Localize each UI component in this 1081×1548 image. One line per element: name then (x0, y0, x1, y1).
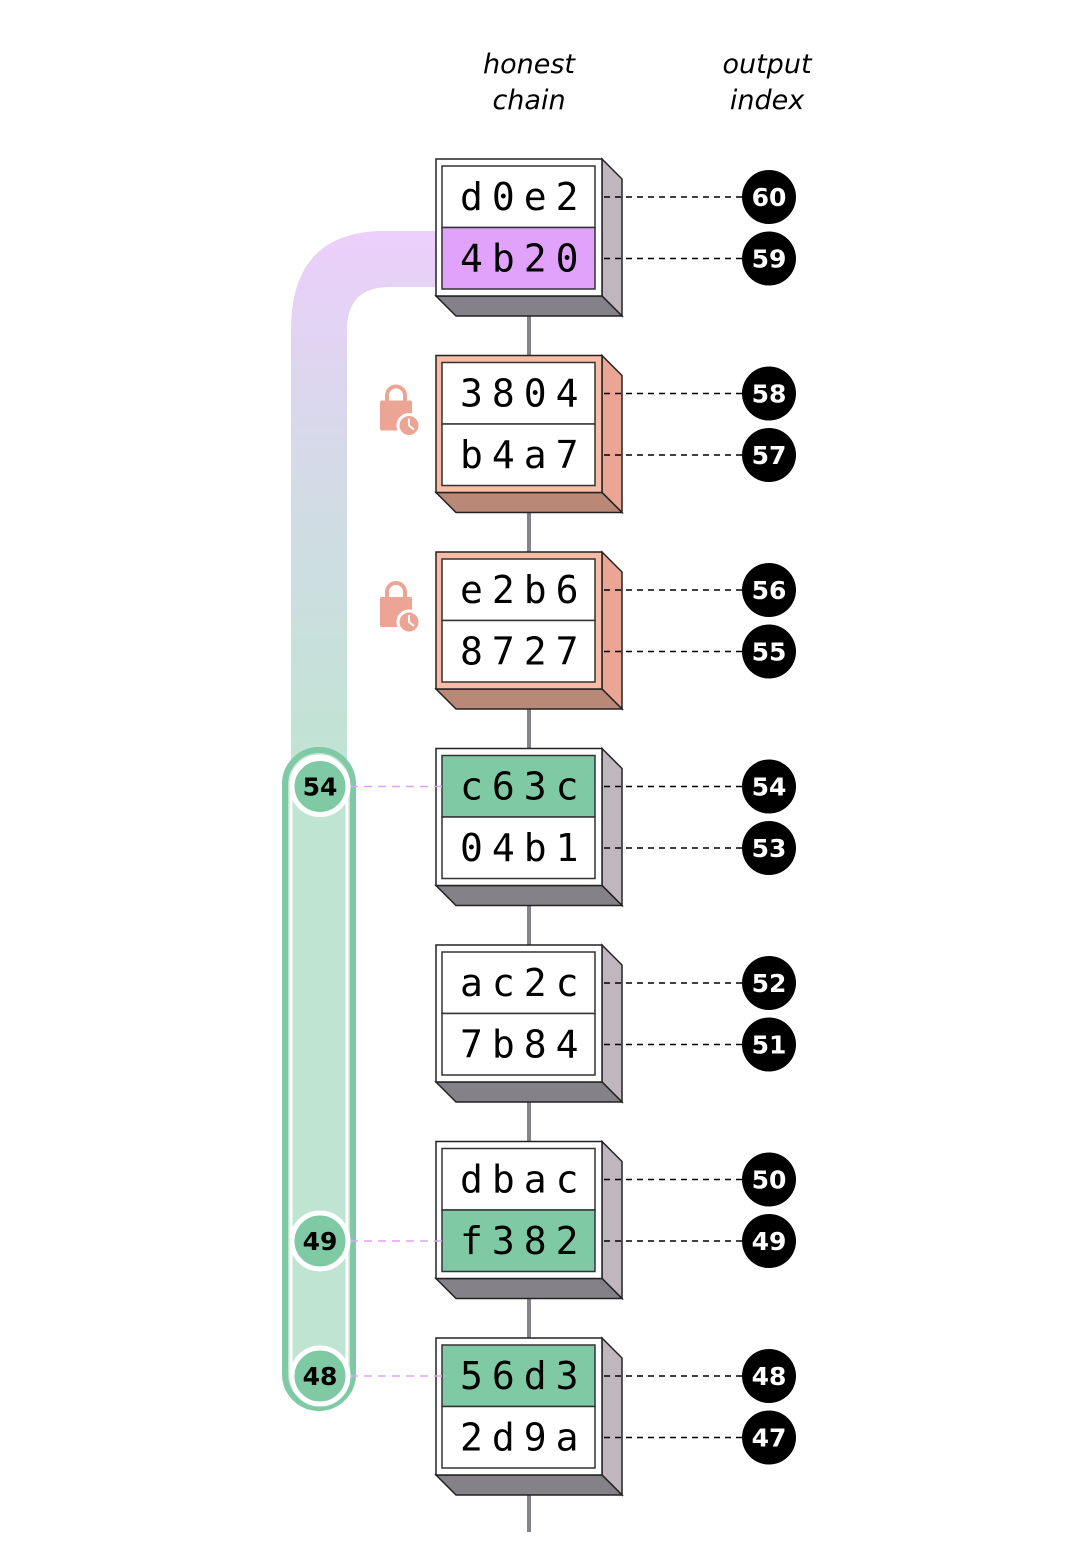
hash-text: dbac (460, 1158, 588, 1202)
output-index-label: 54 (752, 773, 787, 802)
output-index-badge (742, 366, 796, 421)
hash-cell (441, 619, 596, 683)
output-index-badge (742, 428, 796, 482)
hash-text: 8727 (460, 630, 588, 674)
output-index-label: 50 (752, 1166, 787, 1195)
timelock-icon (380, 384, 422, 438)
block: c63c 54 54 04b1 53 (289, 746, 796, 908)
output-index-badge (742, 759, 796, 814)
output-index-badge (742, 624, 796, 679)
clock-hands (408, 615, 415, 627)
hash-cell (441, 558, 596, 622)
hash-text: ac2c (460, 961, 588, 1005)
output-index-label: 49 (752, 1227, 787, 1256)
block: dbac 50 f382 49 49 (289, 1139, 796, 1301)
hash-text: f382 (460, 1219, 588, 1263)
hash-cell (441, 754, 596, 818)
timelock-icon (380, 581, 422, 635)
hash-cell (441, 1209, 596, 1273)
header-honest-chain-line2: chain (492, 85, 565, 116)
output-index-label: 52 (752, 969, 787, 998)
output-index-badge (742, 170, 796, 224)
output-index-label: 48 (752, 1362, 787, 1391)
header-output-index-line1: output (722, 49, 812, 80)
output-index-badge (742, 1152, 796, 1207)
block-side (601, 943, 623, 1104)
block-side (601, 1139, 623, 1301)
output-index-label: 53 (752, 834, 787, 863)
hash-text: e2b6 (460, 568, 588, 612)
output-index-badge (742, 231, 796, 286)
block-bottom (434, 1081, 624, 1103)
block-bottom (434, 884, 624, 907)
hash-text: c63c (460, 765, 588, 809)
hash-cell (441, 951, 596, 1015)
block: ac2c 52 7b84 51 (434, 943, 796, 1104)
output-index-badge (742, 1214, 796, 1268)
header-honest-chain-line1: honest (483, 49, 576, 80)
output-index-label: 51 (752, 1031, 787, 1060)
block: e2b6 56 8727 55 (380, 550, 796, 711)
selected-output-marker (289, 756, 351, 817)
selected-output-label: 54 (303, 773, 338, 802)
block: 3804 58 b4a7 57 (380, 353, 796, 515)
selected-output-label: 49 (303, 1227, 338, 1256)
output-index-badge (742, 1410, 796, 1465)
hash-cell (441, 165, 596, 229)
block-side (601, 353, 623, 515)
hash-text: 2d9a (460, 1416, 588, 1460)
selected-output-label: 48 (303, 1362, 338, 1391)
hash-text: 4b20 (460, 237, 588, 281)
selected-output-marker (289, 1210, 351, 1272)
block-bottom (434, 295, 624, 317)
block-side (601, 746, 623, 908)
hash-cell (441, 361, 596, 425)
hash-text: d0e2 (460, 175, 588, 219)
hash-text: 56d3 (460, 1354, 588, 1398)
hash-text: 7b84 (460, 1023, 588, 1067)
hash-cell (441, 423, 596, 487)
output-index-label: 60 (752, 183, 787, 212)
block-side (601, 1336, 623, 1497)
output-index-label: 47 (752, 1424, 787, 1453)
selected-output-marker (289, 1345, 351, 1407)
clock-hands (408, 418, 415, 431)
block-bottom (434, 1277, 624, 1300)
block: d0e2 60 4b20 59 (434, 157, 796, 318)
output-index-label: 55 (752, 638, 787, 667)
reference-band (291, 231, 440, 790)
hash-text: 3804 (460, 372, 588, 416)
hash-cell (441, 226, 596, 290)
hash-cell (441, 1344, 596, 1408)
block: 56d3 48 48 2d9a 47 (289, 1336, 796, 1497)
output-index-label: 57 (752, 441, 787, 470)
block-side (601, 550, 623, 711)
lock-shackle (385, 581, 407, 598)
header-output-index-line2: index (730, 85, 805, 116)
hash-cell (441, 816, 596, 880)
output-index-badge (742, 1349, 796, 1403)
selected-range-pill (282, 747, 356, 1411)
output-index-badge (742, 1017, 796, 1072)
hash-text: b4a7 (460, 433, 588, 477)
lock-shackle (385, 384, 407, 402)
output-index-badge (742, 563, 796, 617)
block-bottom (434, 688, 624, 710)
output-index-label: 56 (752, 576, 787, 605)
output-index-label: 59 (752, 245, 787, 274)
block-bottom (434, 491, 624, 514)
output-index-label: 58 (752, 380, 787, 409)
hash-cell (441, 1012, 596, 1076)
output-index-badge (742, 821, 796, 875)
hash-cell (441, 1405, 596, 1469)
block-side (601, 157, 623, 318)
hash-cell (441, 1147, 596, 1211)
block-bottom (434, 1474, 624, 1496)
output-index-badge (742, 956, 796, 1010)
hash-text: 04b1 (460, 826, 588, 870)
